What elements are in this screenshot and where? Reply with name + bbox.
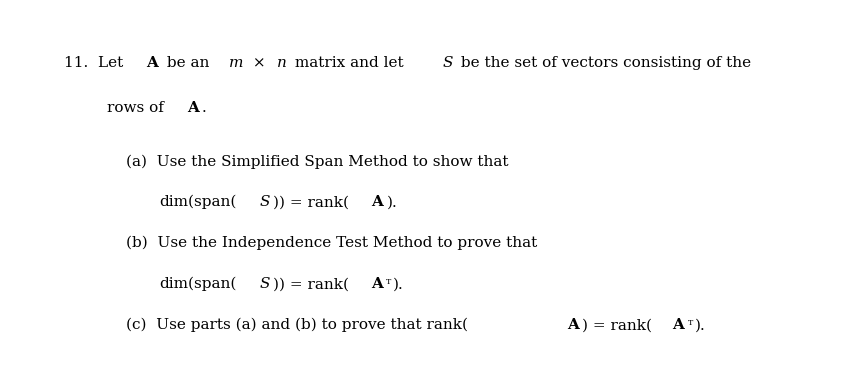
Text: matrix and let: matrix and let — [290, 56, 408, 70]
Text: S: S — [442, 56, 453, 70]
Text: m: m — [229, 56, 244, 70]
Text: )) = rank(: )) = rank( — [273, 195, 349, 209]
Text: 11.  Let: 11. Let — [64, 56, 128, 70]
Text: A: A — [371, 195, 383, 209]
Text: A: A — [187, 100, 199, 115]
Text: S: S — [260, 277, 270, 291]
Text: n: n — [277, 56, 287, 70]
Text: (c)  Use parts (a) and (b) to prove that rank(: (c) Use parts (a) and (b) to prove that … — [126, 318, 468, 332]
Text: )) = rank(: )) = rank( — [273, 277, 349, 291]
Text: ×: × — [248, 56, 270, 70]
Text: be the set of vectors consisting of the: be the set of vectors consisting of the — [456, 56, 751, 70]
Text: ).: ). — [393, 277, 404, 291]
Text: ).: ). — [386, 195, 397, 209]
Text: A: A — [672, 318, 684, 332]
Text: .: . — [202, 100, 206, 115]
Text: ).: ). — [694, 318, 706, 332]
Text: S: S — [260, 195, 270, 209]
Text: ) = rank(: ) = rank( — [582, 318, 652, 332]
Text: dim(span(: dim(span( — [160, 277, 237, 291]
Text: A: A — [371, 277, 383, 291]
Text: ᵀ: ᵀ — [688, 319, 693, 332]
Text: (b)  Use the Independence Test Method to prove that: (b) Use the Independence Test Method to … — [126, 236, 537, 250]
Text: rows of: rows of — [107, 100, 169, 115]
Text: ᵀ: ᵀ — [386, 278, 391, 291]
Text: A: A — [567, 318, 579, 332]
Text: (a)  Use the Simplified Span Method to show that: (a) Use the Simplified Span Method to sh… — [126, 154, 509, 169]
Text: be an: be an — [162, 56, 214, 70]
Text: A: A — [146, 56, 158, 70]
Text: dim(span(: dim(span( — [160, 195, 237, 209]
